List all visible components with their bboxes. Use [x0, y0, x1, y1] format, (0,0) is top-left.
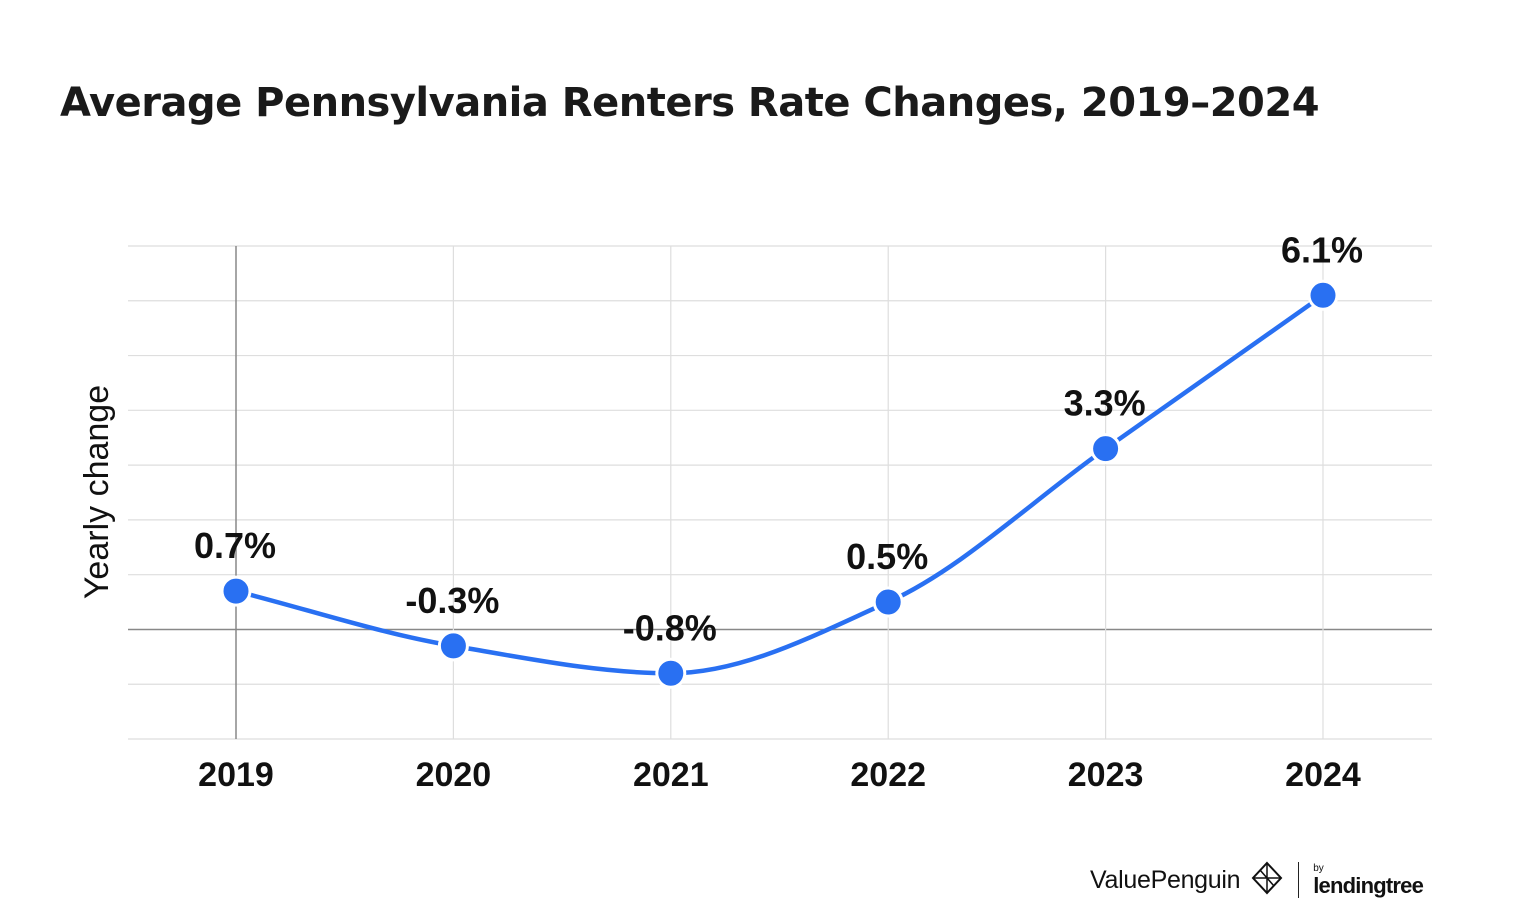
brand-by: by [1313, 862, 1324, 874]
x-tick-label-2023: 2023 [1068, 756, 1144, 794]
data-points [220, 279, 1339, 689]
data-point-2021 [655, 657, 687, 689]
x-tick-label-2024: 2024 [1285, 756, 1361, 794]
x-tick-label-2021: 2021 [633, 756, 709, 794]
data-label-2020: -0.3% [405, 580, 499, 621]
data-label-2022: 0.5% [846, 536, 928, 577]
x-tick-label-2020: 2020 [416, 756, 492, 794]
x-tick-label-2019: 2019 [198, 756, 274, 794]
data-labels: 0.7% -0.3% -0.8% 0.5% 3.3% 6.1% [194, 229, 1363, 648]
data-label-2024: 6.1% [1281, 229, 1363, 270]
brand-name: ValuePenguin [1090, 865, 1241, 894]
data-label-2021: -0.8% [623, 607, 717, 648]
data-label-2023: 3.3% [1064, 383, 1146, 424]
data-point-2020 [437, 630, 469, 662]
gridlines [128, 245, 1432, 740]
penguin-logo-icon [1250, 861, 1284, 900]
data-point-2019 [220, 575, 252, 607]
series-line-path [233, 293, 1326, 676]
chart-title: Average Pennsylvania Renters Rate Change… [60, 80, 1320, 126]
x-tick-label-2022: 2022 [850, 756, 926, 794]
data-point-2023 [1090, 433, 1122, 465]
data-label-2019: 0.7% [194, 525, 276, 566]
x-axis-ticks: 2019 2020 2021 2022 2023 2024 [198, 756, 1361, 794]
data-point-2024 [1307, 279, 1339, 311]
data-point-2022 [872, 586, 904, 618]
series-line [233, 293, 1326, 676]
partner-logo: by lendingtree [1313, 862, 1424, 898]
brand-logo: ValuePenguin by lendingtree [1090, 858, 1424, 902]
partner-name: lendingtree [1313, 872, 1424, 898]
brand-divider [1298, 862, 1300, 898]
y-axis-label: Yearly change [78, 385, 116, 599]
